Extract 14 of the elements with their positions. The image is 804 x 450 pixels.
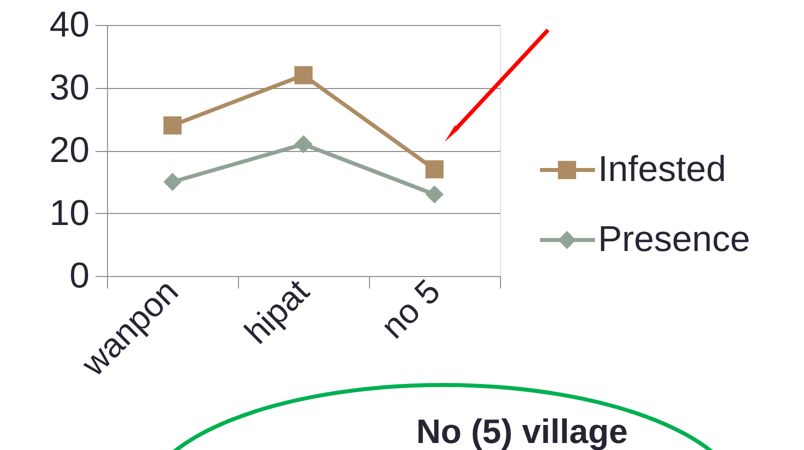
legend-label: Presence bbox=[598, 218, 750, 259]
text: No (5) village bbox=[416, 413, 628, 450]
y-tick-label: 30 bbox=[49, 66, 90, 108]
point bbox=[294, 66, 313, 84]
point bbox=[163, 116, 182, 134]
point bbox=[425, 185, 444, 204]
point bbox=[163, 172, 182, 191]
point bbox=[425, 160, 444, 178]
y-tick-label: 20 bbox=[49, 129, 90, 170]
legend-label: Infested bbox=[598, 148, 726, 189]
y-tick-label: 10 bbox=[49, 192, 90, 233]
point bbox=[294, 135, 313, 154]
y-tick-label: 40 bbox=[49, 4, 90, 44]
x-tick-label: no 5 bbox=[374, 272, 448, 346]
